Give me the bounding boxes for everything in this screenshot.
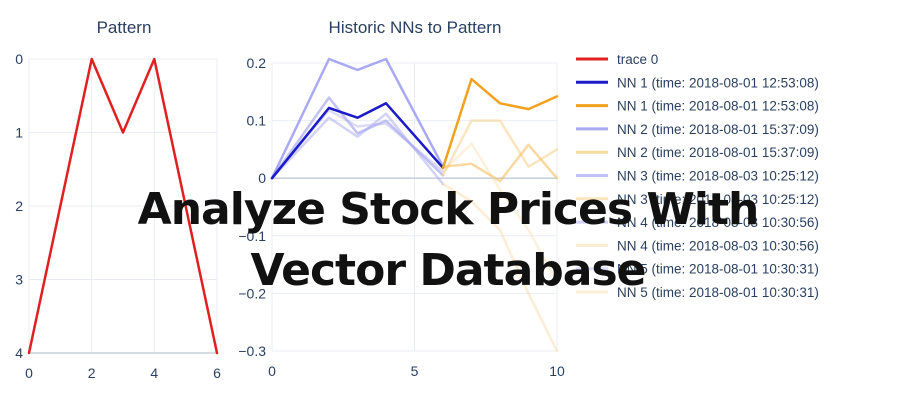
nn-x-tick-label: 10 [549, 363, 565, 379]
nn-y-tick-label: 0 [258, 170, 266, 186]
legend: trace 0 NN 1 (time: 2018-08-01 12:53:08) N… [576, 52, 819, 300]
pattern-x-tick-label: 6 [213, 365, 221, 381]
nn-y-tick-label: −0.1 [238, 228, 266, 244]
legend-item-label: NN 2 (time: 2018-08-01 15:37:09) [617, 122, 819, 137]
pattern-series-line-0 [27, 57, 219, 355]
nn-series-line-3 [441, 182, 559, 353]
nn-series-line-6 [270, 57, 445, 180]
pattern-y-tick-label: 2 [15, 198, 23, 214]
nn-y-tick-label: 0.2 [247, 55, 267, 71]
legend-item-label: NN 4 (time: 2018-08-03 10:30:56) [617, 238, 819, 253]
legend-item-label: NN 5 (time: 2018-08-01 10:30:31) [617, 262, 819, 277]
legend-item-label: NN 1 (time: 2018-08-01 12:53:08) [617, 75, 819, 90]
pattern-y-tick-label: 4 [15, 345, 23, 361]
nn-series-line-5 [441, 119, 559, 177]
nn-y-tick-label: 0.1 [247, 113, 267, 129]
nn-x-tick-label: 5 [411, 363, 419, 379]
legend-item-label: trace 0 [617, 52, 658, 67]
nn-series-line-9 [441, 77, 559, 170]
pattern-chart: Pattern 0 2 4 6 0 1 2 3 4 [15, 18, 221, 381]
pattern-y-tick-label: 1 [15, 125, 23, 141]
nn-series-line-7 [441, 143, 559, 183]
legend-item-label: NN 2 (time: 2018-08-01 15:37:09) [617, 145, 819, 160]
nn-series-line-4 [270, 96, 445, 180]
legend-item-label: NN 5 (time: 2018-08-01 10:30:31) [617, 285, 819, 300]
nn-chart: Historic NNs to Pattern 0 5 10 0.2 0.1 0 −0.1 −… [238, 18, 565, 379]
banner: Analyze Stock Prices With Vector Databas… [138, 184, 760, 296]
pattern-x-tick-label: 0 [25, 365, 33, 381]
pattern-y-tick-label: 0 [15, 51, 23, 67]
pattern-x-tick-label: 2 [88, 365, 96, 381]
banner-line-1: Analyze Stock Prices With [138, 184, 759, 235]
nn-x-tick-label: 0 [268, 363, 276, 379]
nn-chart-title: Historic NNs to Pattern [329, 18, 502, 37]
legend-item-label: NN 1 (time: 2018-08-01 12:53:08) [617, 99, 819, 114]
legend-item-label: NN 4 (time: 2018-08-03 10:30:56) [617, 215, 819, 230]
banner-line-2: Vector Database [250, 245, 645, 296]
nn-series-line-8 [270, 102, 445, 180]
pattern-y-tick-label: 3 [15, 272, 23, 288]
legend-item-label: NN 3 (time: 2018-08-03 10:25:12) [617, 192, 819, 207]
nn-y-tick-label: −0.2 [238, 285, 266, 301]
nn-series-line-1 [441, 142, 559, 284]
legend-item-label: NN 3 (time: 2018-08-03 10:25:12) [617, 169, 819, 184]
pattern-x-tick-label: 4 [150, 365, 158, 381]
nn-y-tick-label: −0.3 [238, 343, 266, 359]
pattern-chart-title: Pattern [97, 18, 152, 37]
